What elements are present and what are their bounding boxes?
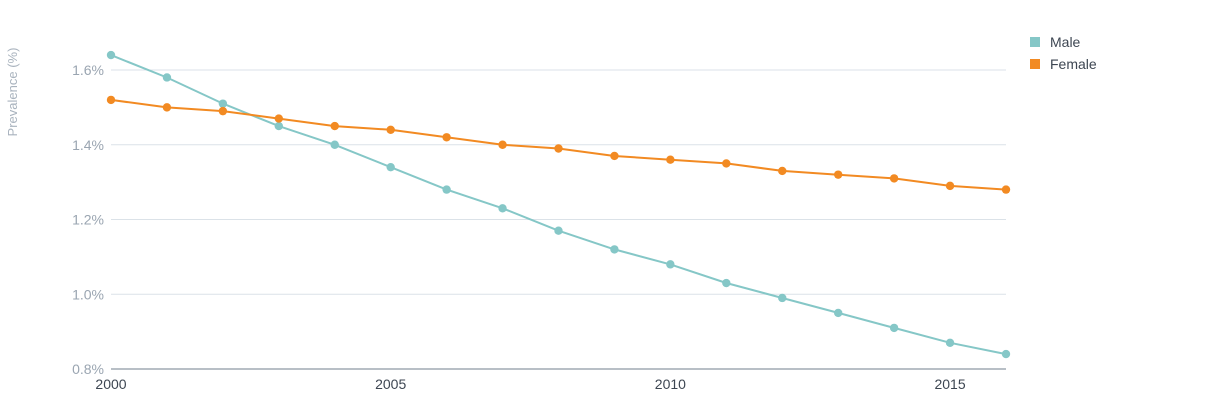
- data-point[interactable]: [498, 204, 507, 213]
- data-point[interactable]: [666, 260, 675, 269]
- data-point[interactable]: [106, 50, 116, 60]
- data-point[interactable]: [889, 323, 899, 333]
- data-point[interactable]: [386, 162, 395, 172]
- series-layer: [106, 50, 1011, 359]
- y-tick-label: 1.2%: [72, 212, 104, 228]
- legend-swatch: [1030, 59, 1040, 69]
- series-line: [110, 54, 1007, 356]
- legend-label: Male: [1050, 34, 1081, 50]
- data-point[interactable]: [945, 181, 955, 191]
- data-point[interactable]: [330, 121, 339, 131]
- data-point[interactable]: [498, 140, 507, 149]
- data-point[interactable]: [833, 170, 843, 179]
- x-tick-label: 2000: [95, 376, 126, 392]
- legend-swatch: [1030, 37, 1040, 47]
- data-point[interactable]: [274, 114, 284, 123]
- data-point[interactable]: [218, 99, 228, 108]
- data-point[interactable]: [162, 73, 172, 82]
- data-point[interactable]: [162, 103, 172, 112]
- data-point[interactable]: [610, 151, 619, 161]
- legend-item-female[interactable]: Female: [1030, 56, 1097, 72]
- data-point[interactable]: [722, 159, 731, 168]
- axes: 0.8% 1.0% 1.2% 1.4% 1.6% 2000 2005 2010 2015: [72, 62, 1006, 392]
- y-axis-label: Prevalence (%): [5, 48, 20, 137]
- data-point[interactable]: [386, 125, 395, 134]
- gridlines: [111, 69, 1006, 295]
- data-point[interactable]: [330, 140, 339, 149]
- data-point[interactable]: [778, 293, 787, 303]
- x-tick-label: 2010: [655, 376, 686, 392]
- y-tick-label: 1.6%: [72, 62, 104, 78]
- legend[interactable]: Male Female: [1030, 34, 1097, 72]
- y-tick-label: 0.8%: [72, 361, 104, 377]
- data-point[interactable]: [945, 338, 955, 348]
- legend-item-male[interactable]: Male: [1030, 34, 1081, 50]
- data-point[interactable]: [1001, 185, 1011, 194]
- data-point[interactable]: [554, 144, 563, 153]
- data-point[interactable]: [889, 174, 899, 183]
- data-point[interactable]: [442, 133, 451, 142]
- data-point[interactable]: [1001, 349, 1011, 359]
- data-point[interactable]: [778, 166, 787, 176]
- y-tick-label: 1.4%: [72, 137, 104, 153]
- legend-label: Female: [1050, 56, 1097, 72]
- data-point[interactable]: [442, 185, 451, 194]
- data-point[interactable]: [666, 155, 675, 164]
- series-male: [106, 50, 1011, 359]
- data-point[interactable]: [218, 106, 228, 116]
- data-point[interactable]: [610, 245, 619, 254]
- data-point[interactable]: [274, 121, 284, 131]
- series-female: [106, 95, 1011, 194]
- data-point[interactable]: [722, 278, 731, 288]
- data-point[interactable]: [106, 95, 116, 105]
- data-point[interactable]: [833, 308, 843, 318]
- data-point[interactable]: [554, 226, 563, 235]
- y-tick-label: 1.0%: [72, 286, 104, 302]
- x-tick-label: 2005: [375, 376, 406, 392]
- x-tick-label: 2015: [934, 376, 965, 392]
